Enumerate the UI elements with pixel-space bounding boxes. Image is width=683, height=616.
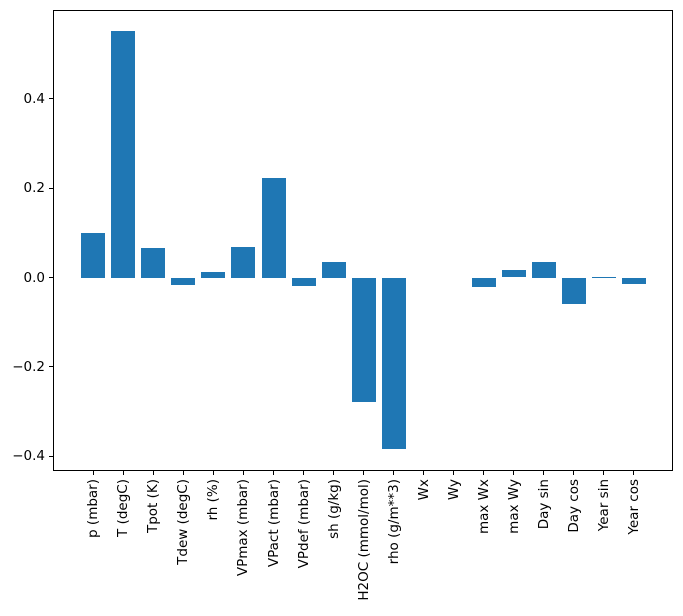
x-tick-mark <box>393 471 395 475</box>
x-tick-label: VPmax (mbar) <box>235 479 252 577</box>
x-tick-mark <box>273 471 274 475</box>
x-tick-label: sh (g/kg) <box>325 479 342 539</box>
x-tick-mark <box>152 471 154 475</box>
x-tick-mark <box>212 471 214 475</box>
x-tick-mark <box>92 471 94 475</box>
x-tick-label: Tpot (K) <box>145 479 162 534</box>
x-tick-label: H2OC (mmol/mol) <box>355 479 372 601</box>
x-tick-mark <box>603 471 605 475</box>
x-tick-label: Day sin <box>535 479 552 530</box>
x-tick-label: Day cos <box>565 479 582 533</box>
x-tick-label: Wy <box>445 479 462 501</box>
x-tick-label: T (degC) <box>115 479 132 537</box>
y-tick-label: 0.0 <box>23 269 45 286</box>
x-tick-mark <box>573 471 575 475</box>
x-tick-mark <box>242 471 244 475</box>
x-tick-mark <box>122 471 124 475</box>
x-tick-label: rho (g/m**3) <box>385 479 402 565</box>
x-tick-label: p (mbar) <box>85 479 102 538</box>
x-tick-mark <box>182 471 184 475</box>
y-tick-label: 0.4 <box>23 90 45 107</box>
x-tick-mark <box>483 471 485 475</box>
x-tick-label: Tdew (degC) <box>175 479 192 565</box>
y-tick-label: −0.2 <box>12 358 45 375</box>
x-tick-mark <box>543 471 545 475</box>
x-tick-label: max Wx <box>475 479 492 535</box>
y-tick-label: 0.2 <box>23 180 45 197</box>
x-tick-label: Wx <box>415 479 432 501</box>
x-tick-label: rh (%) <box>205 479 222 521</box>
y-tick-label: −0.4 <box>12 448 45 465</box>
plot-area <box>53 10 673 471</box>
x-tick-mark <box>513 471 515 475</box>
x-tick-label: Year sin <box>595 479 612 532</box>
x-tick-mark <box>453 471 455 475</box>
x-tick-mark <box>333 471 335 475</box>
x-tick-label: max Wy <box>505 479 522 534</box>
x-tick-label: VPdef (mbar) <box>295 479 312 569</box>
x-tick-mark <box>633 471 635 475</box>
x-tick-mark <box>303 471 304 475</box>
x-tick-label: Year cos <box>625 479 642 535</box>
x-tick-mark <box>363 471 365 475</box>
x-tick-mark <box>423 471 425 475</box>
x-tick-label: VPact (mbar) <box>265 479 282 568</box>
